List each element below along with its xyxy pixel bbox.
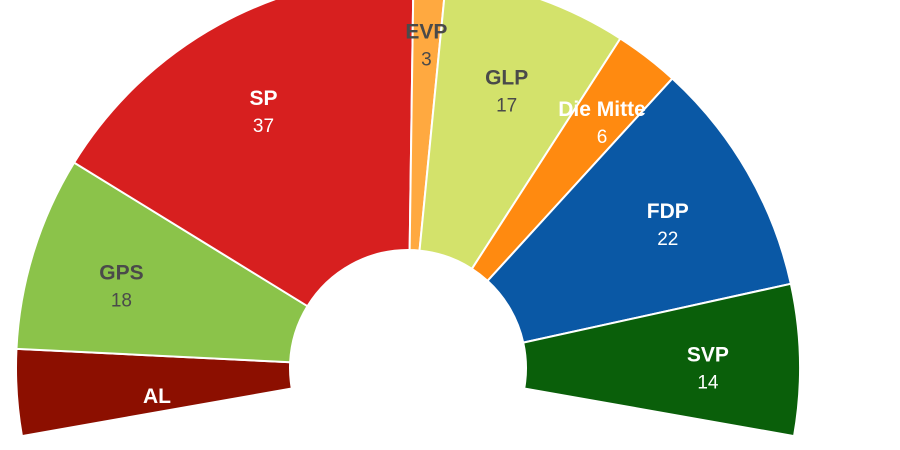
value-fdp: 22 <box>657 229 678 250</box>
value-evp: 3 <box>421 50 432 71</box>
label-evp: EVP <box>405 21 447 44</box>
label-svp: SVP <box>687 344 729 367</box>
label-sp: SP <box>249 87 277 110</box>
label-al: AL <box>143 385 171 408</box>
segment-gps <box>15 161 309 364</box>
segment-sp <box>72 0 415 308</box>
value-die-mitte: 6 <box>597 127 608 148</box>
label-fdp: FDP <box>647 200 689 223</box>
segment-glp <box>418 0 622 271</box>
value-svp: 14 <box>697 373 719 394</box>
value-gps: 18 <box>111 290 132 311</box>
label-glp: GLP <box>485 67 528 90</box>
chart-labels: AL 8 GPS 18 SP 37 EVP 3 GLP 17 Die Mitte 6 FDP 22 SVP 1… <box>99 21 729 435</box>
label-die-mitte: Die Mitte <box>558 98 646 121</box>
segment-svp <box>522 282 801 438</box>
segment-fdp <box>486 77 793 344</box>
label-gps: GPS <box>99 261 143 284</box>
chart-segments <box>15 0 801 438</box>
value-sp: 37 <box>253 116 274 137</box>
value-glp: 17 <box>496 96 517 117</box>
value-al: 8 <box>152 414 163 435</box>
